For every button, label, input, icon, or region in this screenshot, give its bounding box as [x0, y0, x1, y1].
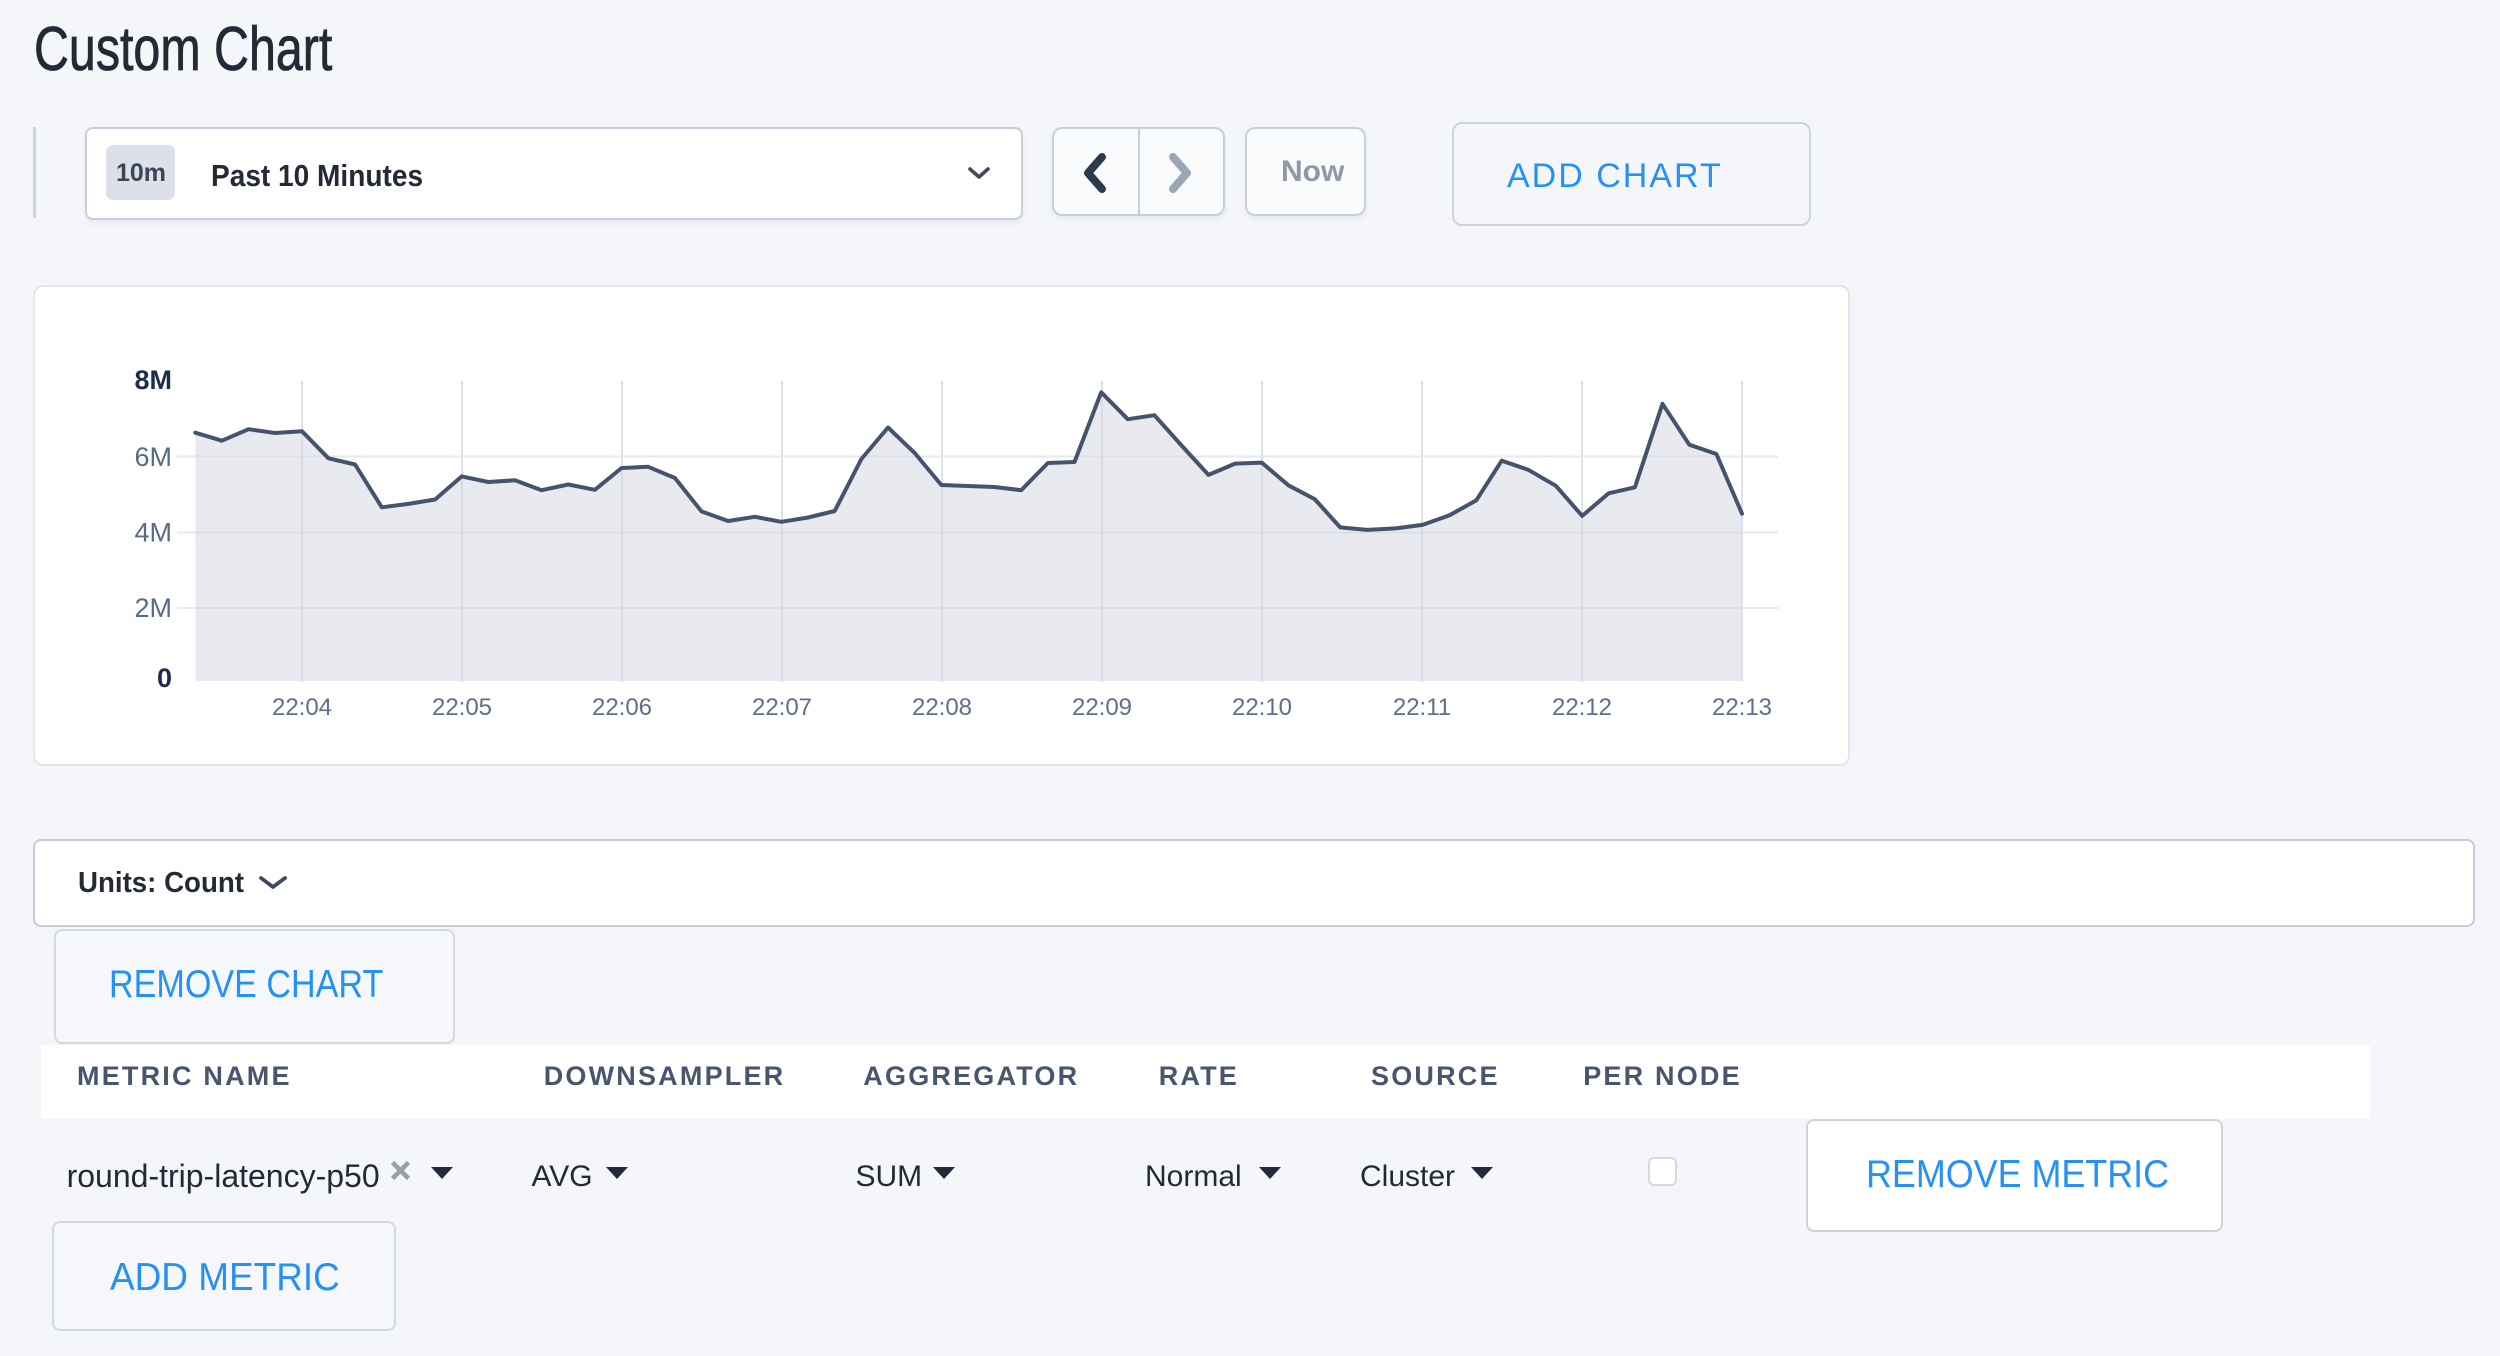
svg-text:2M: 2M	[134, 593, 172, 623]
svg-text:22:05: 22:05	[432, 694, 492, 721]
svg-text:8M: 8M	[134, 365, 172, 395]
svg-text:0: 0	[157, 663, 172, 693]
svg-text:22:12: 22:12	[1552, 694, 1612, 721]
svg-text:22:08: 22:08	[912, 694, 972, 721]
svg-text:22:10: 22:10	[1232, 694, 1292, 721]
svg-text:22:06: 22:06	[592, 694, 652, 721]
svg-text:22:11: 22:11	[1393, 694, 1451, 721]
svg-text:22:09: 22:09	[1072, 694, 1132, 721]
svg-text:22:04: 22:04	[272, 694, 332, 721]
svg-text:4M: 4M	[134, 518, 172, 548]
svg-text:6M: 6M	[134, 442, 172, 472]
svg-text:22:13: 22:13	[1712, 694, 1772, 721]
svg-text:22:07: 22:07	[752, 694, 812, 721]
